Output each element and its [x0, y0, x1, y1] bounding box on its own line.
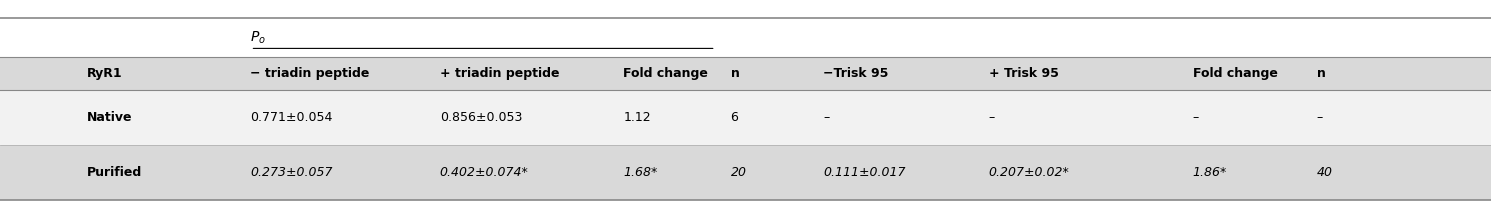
- Text: 40: 40: [1317, 166, 1333, 179]
- Text: $\it{P}$$_o$: $\it{P}$$_o$: [250, 29, 267, 46]
- Text: –: –: [823, 111, 829, 124]
- Text: 1.68*: 1.68*: [623, 166, 658, 179]
- Text: 0.402±0.074*: 0.402±0.074*: [440, 166, 529, 179]
- Text: 0.771±0.054: 0.771±0.054: [250, 111, 332, 124]
- Text: 1.12: 1.12: [623, 111, 652, 124]
- Text: n: n: [731, 67, 740, 80]
- Text: 1.86*: 1.86*: [1193, 166, 1227, 179]
- Text: 20: 20: [731, 166, 747, 179]
- Text: 0.273±0.057: 0.273±0.057: [250, 166, 332, 179]
- Text: 0.207±0.02*: 0.207±0.02*: [989, 166, 1069, 179]
- Text: + triadin peptide: + triadin peptide: [440, 67, 559, 80]
- Text: 6: 6: [731, 111, 738, 124]
- Text: –: –: [989, 111, 994, 124]
- Text: –: –: [1317, 111, 1323, 124]
- Text: –: –: [1193, 111, 1199, 124]
- Text: −Trisk 95: −Trisk 95: [823, 67, 889, 80]
- Text: 0.856±0.053: 0.856±0.053: [440, 111, 522, 124]
- Text: Purified: Purified: [86, 166, 142, 179]
- Text: − triadin peptide: − triadin peptide: [250, 67, 370, 80]
- Text: RyR1: RyR1: [86, 67, 122, 80]
- FancyBboxPatch shape: [0, 57, 1491, 90]
- Text: n: n: [1317, 67, 1325, 80]
- Text: + Trisk 95: + Trisk 95: [989, 67, 1059, 80]
- Text: Fold change: Fold change: [623, 67, 708, 80]
- Text: 0.111±0.017: 0.111±0.017: [823, 166, 905, 179]
- Text: Native: Native: [86, 111, 133, 124]
- Text: Fold change: Fold change: [1193, 67, 1278, 80]
- FancyBboxPatch shape: [0, 90, 1491, 145]
- FancyBboxPatch shape: [0, 145, 1491, 200]
